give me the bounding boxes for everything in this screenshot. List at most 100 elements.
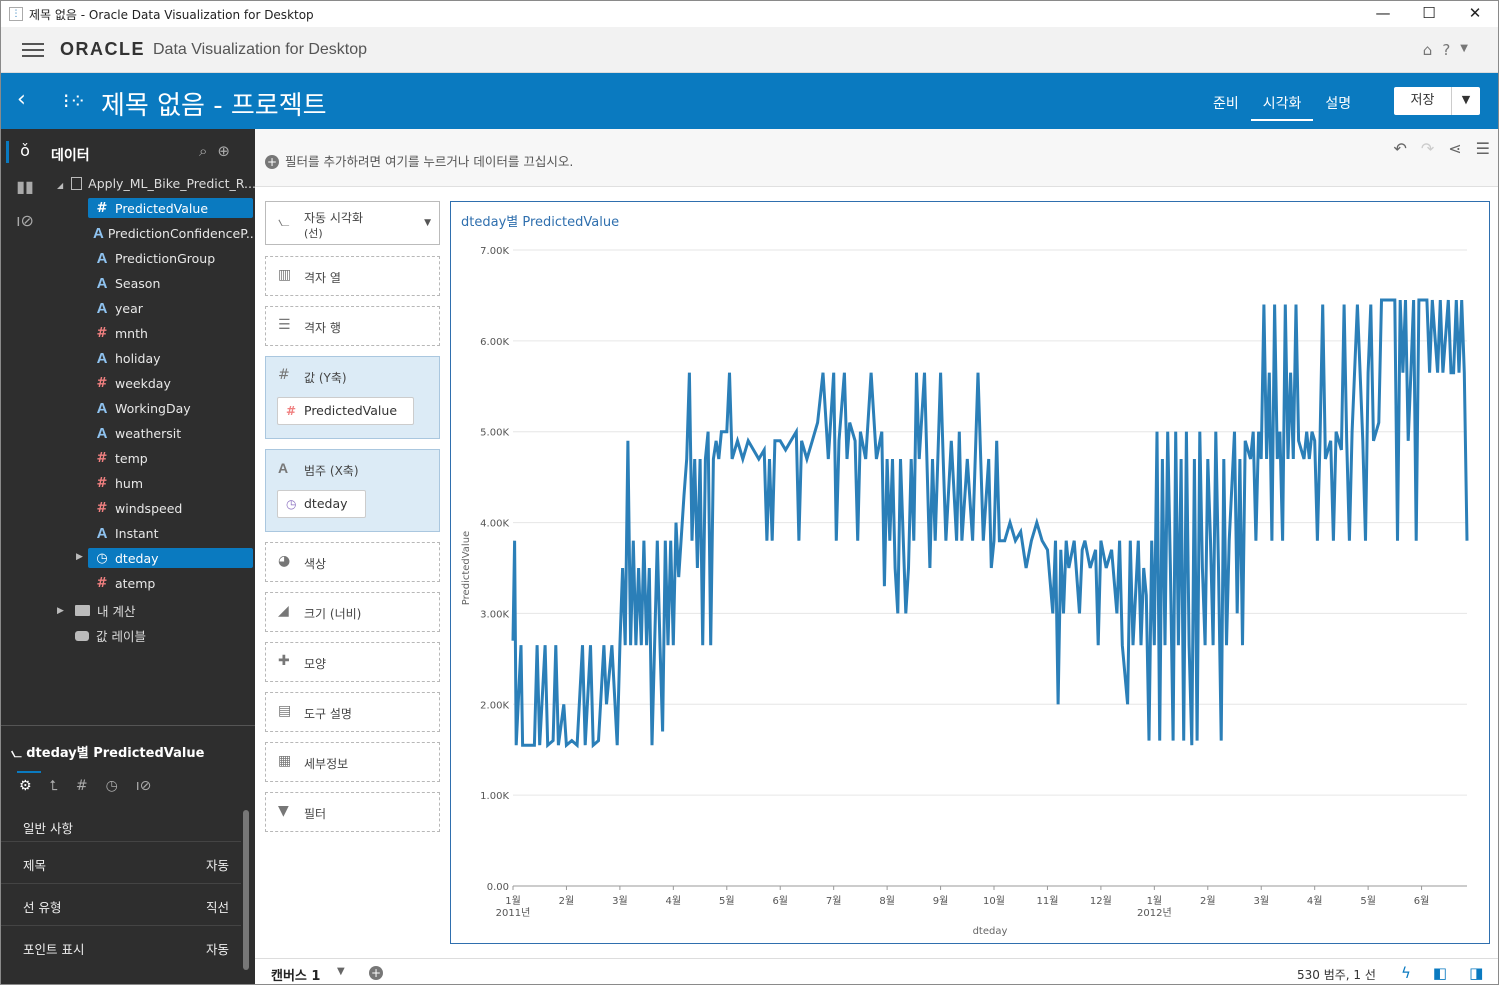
field-item[interactable]: A Season	[88, 273, 253, 293]
layout-left-icon[interactable]: ◧	[1432, 964, 1448, 982]
drop-trellis-columns[interactable]: ▥ 격자 열	[265, 256, 440, 296]
visualizations-icon[interactable]: ▮▮	[16, 177, 34, 196]
line-chart[interactable]: 0.00 1.00K 2.00K 3.00K 4.00K 5.00K 6.00K 7.00K 1…	[451, 202, 1489, 943]
prop-row-title[interactable]: 제목 자동	[1, 841, 241, 883]
field-item[interactable]: # temp	[88, 448, 253, 468]
add-filter-icon[interactable]: +	[265, 155, 279, 169]
viz-type-selector[interactable]: ⦦ 자동 시각화 (선) ▼	[265, 201, 440, 245]
filter-bar[interactable]: + 필터를 추가하려면 여기를 누르거나 데이터를 끄십시오. ↶ ↷ ⋖ ☰	[255, 129, 1498, 187]
tab-prepare[interactable]: 준비	[1213, 96, 1239, 112]
field-item[interactable]: # PredictedValue	[88, 198, 253, 218]
add-canvas-icon[interactable]: +	[369, 966, 383, 980]
drop-shape[interactable]: ✚ 모양	[265, 642, 440, 682]
line-chart-icon: ⦦	[278, 214, 290, 230]
drop-color[interactable]: ◕ 색상	[265, 542, 440, 582]
drop-label: 색상	[304, 557, 327, 571]
text-type-icon: A	[96, 424, 108, 442]
drop-filter[interactable]: ▼ 필터	[265, 792, 440, 832]
properties-scrollbar[interactable]	[243, 810, 249, 970]
drop-values-y[interactable]: # 값 (Y축) # PredictedValue	[265, 356, 440, 439]
menu-icon[interactable]: ☰	[1475, 139, 1490, 158]
back-arrow-icon[interactable]: ‹	[17, 87, 26, 112]
field-label: WorkingDay	[115, 400, 191, 416]
value-labels-node[interactable]: 값 레이블	[57, 626, 146, 645]
tab-narrate[interactable]: 설명	[1325, 96, 1352, 112]
undo-icon[interactable]: ↶	[1393, 139, 1407, 158]
drop-size[interactable]: ◢ 크기 (너비)	[265, 592, 440, 632]
dataset-node[interactable]: ◢ Apply_ML_Bike_Predict_R...	[57, 176, 256, 191]
drop-tooltip[interactable]: ▤ 도구 설명	[265, 692, 440, 732]
search-icon[interactable]: ⌕	[199, 142, 208, 160]
chart-title: dteday별 PredictedValue	[461, 215, 620, 230]
number-icon: #	[96, 375, 108, 391]
close-button[interactable]: ✕	[1468, 4, 1482, 22]
properties-title: ⦦ dteday별 PredictedValue	[11, 742, 204, 761]
general-props-tab-icon[interactable]: ⚙	[19, 778, 32, 794]
axis-props-tab-icon[interactable]: ⮤	[49, 778, 58, 794]
field-item[interactable]: A WorkingDay	[88, 398, 253, 418]
drop-trellis-rows[interactable]: ☰ 격자 행	[265, 306, 440, 346]
project-viz-icon: ⁝⁘	[63, 89, 87, 113]
my-calculations-folder[interactable]: ▶ 내 계산	[57, 601, 135, 620]
add-data-icon[interactable]: ⊕	[217, 142, 230, 160]
expand-dteday-icon[interactable]: ▶	[76, 552, 83, 562]
layout-right-icon[interactable]: ◨	[1469, 964, 1484, 982]
prop-value[interactable]: 자동	[205, 858, 229, 873]
help-icon[interactable]: ?	[1442, 41, 1451, 59]
data-elements-icon[interactable]: ǒ	[20, 141, 30, 160]
viz-type-label: 자동 시각화	[304, 211, 364, 225]
number-format-tab-icon[interactable]: #	[75, 778, 88, 794]
prop-row-show-points[interactable]: 포인트 표시 자동	[1, 925, 241, 967]
properties-panel: ⦦ dteday별 PredictedValue ⚙ ⮤ # ◷ ı⊘ 일반 사…	[1, 725, 255, 984]
field-item[interactable]: # atemp	[88, 573, 253, 593]
prop-value[interactable]: 직선	[205, 900, 229, 915]
field-item[interactable]: # weekday	[88, 373, 253, 393]
dataset-name: Apply_ML_Bike_Predict_R...	[88, 176, 256, 191]
viz-type-sub: (선)	[304, 227, 323, 240]
field-item[interactable]: # windspeed	[88, 498, 253, 518]
redo-icon[interactable]: ↷	[1420, 139, 1435, 158]
drop-label: 값 (Y축)	[304, 371, 347, 385]
tab-visualize[interactable]: 시각화	[1250, 91, 1314, 121]
hamburger-menu-icon[interactable]	[22, 42, 44, 57]
x-tick-label: 2월	[1200, 895, 1216, 907]
number-icon: #	[96, 325, 108, 341]
drop-label: 필터	[304, 807, 327, 821]
analytics-icon[interactable]: ı⊘	[16, 211, 34, 230]
prop-value[interactable]: 자동	[205, 942, 229, 957]
field-item[interactable]: # hum	[88, 473, 253, 493]
field-item[interactable]: ◷ dteday	[88, 548, 253, 568]
prop-key: 선 유형	[23, 900, 62, 915]
field-item[interactable]: # mnth	[88, 323, 253, 343]
category-x-chip[interactable]: ◷ dteday	[277, 490, 366, 518]
x-tick-label: 4월	[1307, 895, 1323, 907]
values-y-chip[interactable]: # PredictedValue	[277, 397, 414, 425]
maximize-button[interactable]: ☐	[1422, 4, 1436, 22]
x-tick-label: 5월	[1360, 895, 1376, 907]
visualization[interactable]: dteday별 PredictedValue 0.00 1.00K 2.00K 3.0…	[450, 201, 1490, 944]
minimize-button[interactable]: —	[1375, 4, 1391, 22]
drop-category-x[interactable]: A 범주 (X축) ◷ dteday	[265, 449, 440, 532]
home-icon[interactable]: ⌂	[1422, 41, 1433, 59]
chevron-down-icon[interactable]: ▼	[337, 966, 345, 977]
chevron-down-icon[interactable]: ▼	[424, 218, 431, 228]
save-button[interactable]: 저장	[1394, 87, 1452, 115]
save-button-group: 저장 ▼	[1394, 87, 1480, 115]
field-item[interactable]: A PredictionConfidenceP...	[88, 223, 253, 243]
x-tick-year-label: 2012년	[1137, 907, 1172, 919]
canvas-tab[interactable]: 캔버스 1	[271, 969, 321, 984]
save-dropdown-icon[interactable]: ▼	[1461, 93, 1471, 106]
field-item[interactable]: A Instant	[88, 523, 253, 543]
prop-row-line-type[interactable]: 선 유형 직선	[1, 883, 241, 925]
share-icon[interactable]: ⋖	[1448, 139, 1462, 158]
drop-detail[interactable]: ▦ 세부정보	[265, 742, 440, 782]
filter-hint[interactable]: + 필터를 추가하려면 여기를 누르거나 데이터를 끄십시오.	[265, 151, 573, 170]
auto-apply-icon[interactable]: ϟ	[1401, 964, 1411, 982]
date-format-tab-icon[interactable]: ◷	[105, 778, 118, 794]
field-item[interactable]: A PredictionGroup	[88, 248, 253, 268]
chevron-down-icon[interactable]: ▼	[1460, 43, 1468, 54]
analytics-props-tab-icon[interactable]: ı⊘	[135, 778, 152, 794]
